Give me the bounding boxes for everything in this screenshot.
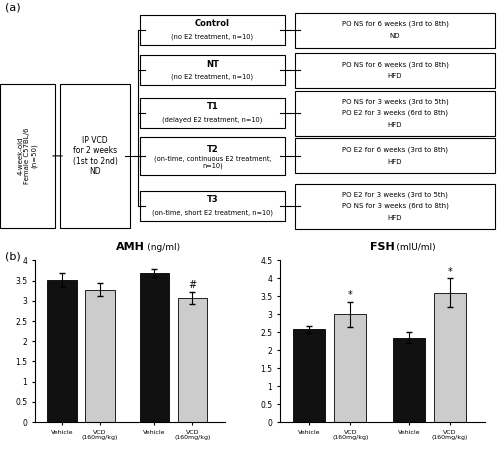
- Text: PO NS for 6 weeks (3rd to 8th): PO NS for 6 weeks (3rd to 8th): [342, 21, 448, 27]
- Text: HFD: HFD: [388, 159, 402, 165]
- FancyBboxPatch shape: [295, 53, 495, 88]
- FancyBboxPatch shape: [295, 184, 495, 229]
- Text: PO E2 for 6 weeks (3rd to 8th): PO E2 for 6 weeks (3rd to 8th): [342, 147, 448, 153]
- Text: HFD: HFD: [388, 215, 402, 220]
- FancyBboxPatch shape: [140, 137, 285, 175]
- Text: PO E2 for 3 weeks (3rd to 5th): PO E2 for 3 weeks (3rd to 5th): [342, 191, 448, 198]
- Bar: [140, 273, 170, 422]
- Bar: [434, 293, 466, 422]
- Text: NT: NT: [206, 60, 219, 69]
- Bar: [293, 330, 326, 422]
- FancyBboxPatch shape: [140, 15, 285, 45]
- Text: Control: Control: [195, 19, 230, 28]
- Text: PO E2 for 3 weeks (6rd to 8th): PO E2 for 3 weeks (6rd to 8th): [342, 110, 448, 116]
- Bar: [178, 298, 208, 422]
- Text: T2: T2: [206, 145, 218, 154]
- FancyBboxPatch shape: [60, 84, 130, 228]
- Text: PO NS for 3 weeks (6rd to 8th): PO NS for 3 weeks (6rd to 8th): [342, 203, 448, 209]
- Text: 4-week-old
Female C57BL/6
(n=50): 4-week-old Female C57BL/6 (n=50): [17, 128, 38, 184]
- Text: #: #: [188, 280, 196, 290]
- Bar: [85, 290, 115, 422]
- Text: (on-time, continuous E2 treatment,
n=10): (on-time, continuous E2 treatment, n=10): [154, 155, 271, 169]
- FancyBboxPatch shape: [295, 13, 495, 48]
- Text: (no E2 treatment, n=10): (no E2 treatment, n=10): [172, 33, 254, 40]
- Text: (a): (a): [5, 3, 20, 13]
- Text: T3: T3: [206, 195, 218, 204]
- Text: (mIU/ml): (mIU/ml): [382, 243, 436, 252]
- Text: AMH: AMH: [116, 242, 144, 252]
- Bar: [393, 338, 425, 422]
- FancyBboxPatch shape: [0, 84, 55, 228]
- Text: ND: ND: [390, 33, 400, 39]
- FancyBboxPatch shape: [295, 138, 495, 173]
- Bar: [47, 280, 77, 422]
- Text: PO NS for 6 weeks (3rd to 8th): PO NS for 6 weeks (3rd to 8th): [342, 61, 448, 68]
- FancyBboxPatch shape: [295, 91, 495, 136]
- Text: HFD: HFD: [388, 74, 402, 79]
- Text: T1: T1: [206, 102, 218, 111]
- Text: (on-time, short E2 treatment, n=10): (on-time, short E2 treatment, n=10): [152, 209, 273, 216]
- Text: (ng/ml): (ng/ml): [130, 243, 180, 252]
- Text: (no E2 treatment, n=10): (no E2 treatment, n=10): [172, 74, 254, 80]
- Text: FSH: FSH: [370, 242, 395, 252]
- Text: PO NS for 3 weeks (3rd to 5th): PO NS for 3 weeks (3rd to 5th): [342, 98, 448, 105]
- Text: *: *: [348, 290, 352, 300]
- Text: (b): (b): [5, 251, 21, 261]
- Text: IP VCD
for 2 weeks
(1st to 2nd)
ND: IP VCD for 2 weeks (1st to 2nd) ND: [72, 136, 118, 176]
- FancyBboxPatch shape: [140, 98, 285, 128]
- Bar: [334, 314, 366, 422]
- Text: HFD: HFD: [388, 122, 402, 128]
- Text: (delayed E2 treatment, n=10): (delayed E2 treatment, n=10): [162, 116, 262, 123]
- FancyBboxPatch shape: [140, 191, 285, 221]
- Text: *: *: [448, 267, 452, 277]
- FancyBboxPatch shape: [140, 55, 285, 85]
